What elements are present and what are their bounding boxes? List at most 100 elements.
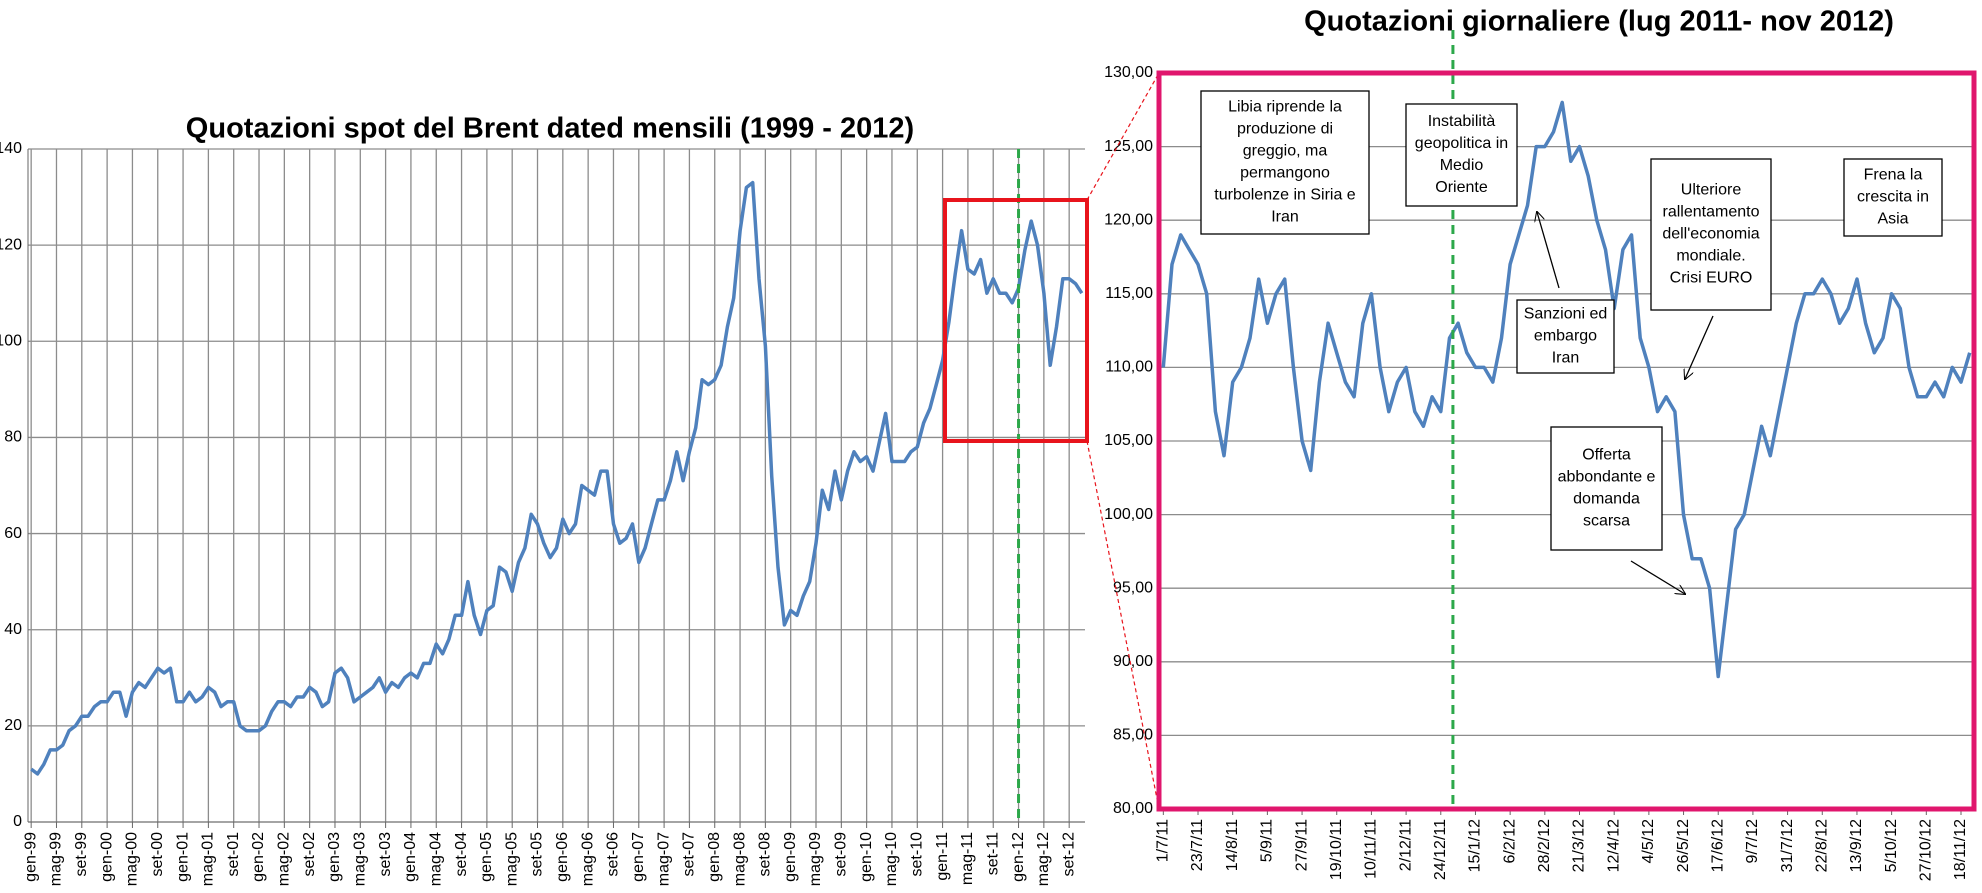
x-tick-label: 5/9/11 (1259, 819, 1276, 862)
x-tick-label: 10/11/11 (1363, 819, 1380, 879)
x-tick-label: 21/3/12 (1571, 819, 1588, 872)
x-tick-label: mag-01 (200, 832, 217, 886)
annotation-text: Instabilità (1428, 113, 1496, 130)
x-tick-label: mag-06 (579, 832, 596, 886)
x-tick-label: 2/12/11 (1397, 819, 1414, 871)
y-tick-label: 0 (13, 813, 22, 830)
plot-frame (1156, 70, 1977, 812)
x-tick-label: 31/7/12 (1779, 819, 1796, 872)
y-tick-label: 110,00 (1105, 359, 1153, 376)
annotation-text: embargo (1534, 328, 1597, 345)
y-tick-label: 130,00 (1104, 64, 1153, 81)
annotation-text: Asia (1877, 211, 1908, 228)
series-line (1161, 100, 1972, 679)
x-tick-label: set-01 (225, 832, 242, 877)
y-tick-label: 105,00 (1104, 432, 1153, 449)
x-tick-label: 23/7/11 (1189, 819, 1206, 871)
x-tick-label: mag-07 (655, 832, 672, 886)
x-tick-label: set-05 (529, 832, 546, 877)
x-tick-label: mag-03 (352, 832, 369, 886)
x-tick-label: gen-05 (478, 832, 495, 882)
highlight-box (943, 198, 1089, 443)
annotation-text: greggio, ma (1243, 143, 1328, 160)
annotation-text: dell'economia (1662, 226, 1759, 243)
x-tick-label: gen-11 (934, 832, 951, 881)
x-tick-label: 27/9/11 (1293, 819, 1310, 871)
x-tick-label: 24/12/11 (1432, 819, 1449, 880)
x-tick-label: 27/10/12 (1918, 819, 1935, 881)
annotation-box (1650, 158, 1772, 311)
y-tick-label: 90,00 (1113, 653, 1153, 670)
x-tick-label: 28/2/12 (1536, 819, 1553, 872)
x-tick-label: mag-04 (427, 832, 444, 886)
y-tick-label: 20 (4, 717, 22, 734)
x-tick-label: 17/6/12 (1709, 819, 1726, 872)
annotation-box (1200, 90, 1370, 235)
annotation-text: scarsa (1583, 513, 1630, 530)
x-tick-label: 12/4/12 (1605, 819, 1622, 872)
x-tick-label: set-02 (301, 832, 318, 877)
x-tick-label: set-11 (984, 832, 1001, 875)
x-tick-label: set-09 (833, 832, 850, 877)
x-tick-label: set-00 (149, 832, 166, 877)
y-tick-label: 100 (0, 333, 22, 350)
x-tick-label: mag-00 (124, 832, 141, 886)
y-tick-label: 100,00 (1104, 506, 1153, 523)
annotation-text: turbolenze in Siria e (1214, 187, 1356, 204)
x-tick-label: set-99 (73, 832, 90, 877)
y-tick-label: 80,00 (1113, 800, 1153, 817)
annotation-text: Oriente (1435, 179, 1488, 196)
x-tick-label: gen-08 (706, 832, 723, 882)
annotation-text: Iran (1271, 209, 1299, 226)
series-line (30, 180, 1084, 776)
x-tick-label: 19/10/11 (1328, 819, 1345, 880)
x-tick-label: gen-10 (858, 832, 875, 882)
y-tick-label: 85,00 (1113, 727, 1153, 744)
x-tick-label: mag-10 (883, 832, 900, 886)
annotation-text: rallentamento (1663, 204, 1760, 221)
annotation-text: Medio (1440, 157, 1484, 174)
y-tick-label: 120 (0, 236, 22, 253)
connector (1086, 72, 1160, 201)
y-tick-label: 115,00 (1105, 285, 1153, 302)
x-tick-label: mag-05 (503, 832, 520, 886)
x-tick-label: gen-07 (630, 832, 647, 882)
x-tick-label: 5/10/12 (1883, 819, 1900, 872)
x-tick-label: 18/11/12 (1952, 819, 1969, 880)
y-tick-label: 125,00 (1104, 138, 1153, 155)
y-tick-label: 120,00 (1104, 211, 1153, 228)
y-tick-label: 40 (4, 621, 22, 638)
annotation-arrow (1537, 212, 1560, 289)
y-tick-label: 95,00 (1113, 579, 1153, 596)
annotation-box (1405, 103, 1518, 207)
x-tick-label: mag-11 (959, 832, 976, 885)
x-tick-label: gen-12 (1010, 832, 1027, 882)
annotation-box (1550, 426, 1663, 551)
x-tick-label: mag-09 (807, 832, 824, 886)
x-tick-label: 6/2/12 (1501, 819, 1518, 864)
annotation-text: crescita in (1857, 189, 1929, 206)
x-tick-label: mag-08 (731, 832, 748, 886)
x-tick-label: 15/1/12 (1467, 819, 1484, 872)
y-tick-label: 60 (4, 525, 22, 542)
annotation-text: abbondante e (1558, 469, 1656, 486)
x-tick-label: 4/5/12 (1640, 819, 1657, 864)
chart-title: Quotazioni giornaliere (lug 2011- nov 20… (1304, 6, 1894, 38)
annotation-text: produzione di (1237, 121, 1333, 138)
annotation-box (1843, 158, 1943, 237)
annotation-arrow (1685, 315, 1714, 379)
x-tick-label: gen-03 (326, 832, 343, 882)
annotation-text: Iran (1552, 350, 1580, 367)
x-tick-label: 13/9/12 (1848, 819, 1865, 872)
y-tick-label: 80 (4, 429, 22, 446)
annotation-text: Offerta (1582, 447, 1631, 464)
x-tick-label: gen-09 (782, 832, 799, 882)
x-tick-label: mag-99 (48, 832, 65, 886)
x-tick-label: gen-99 (22, 832, 39, 882)
x-tick-label: gen-04 (402, 832, 419, 882)
annotation-arrow (1630, 560, 1685, 594)
x-tick-label: set-10 (908, 832, 925, 877)
chart-title: Quotazioni spot del Brent dated mensili … (186, 113, 914, 145)
y-tick-label: 140 (0, 140, 22, 157)
